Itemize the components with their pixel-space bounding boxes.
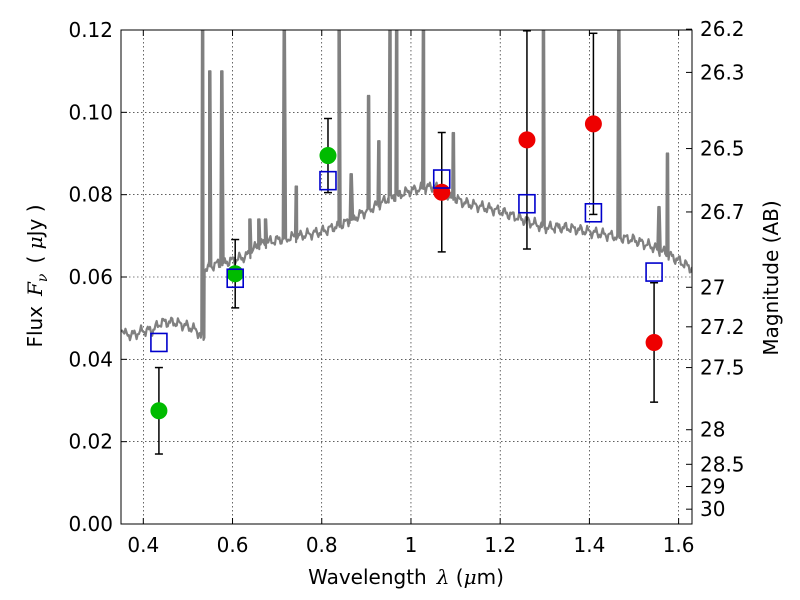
model-spectrum-layer [121, 30, 692, 342]
y-tick-label: 0.04 [68, 347, 113, 371]
magnitude-tick-label: 26.5 [700, 137, 745, 161]
model-synthetic-point [645, 262, 663, 282]
magnitude-tick-label: 28 [700, 418, 725, 442]
x-tick-label: 0.8 [306, 533, 338, 557]
x-ticks: 0.4 0.6 0.8 1 1.2 1.4 1.6 [127, 30, 695, 557]
grid [121, 29, 692, 525]
y-axis-unit-close: Jy ) [23, 204, 47, 238]
x-tick-label: 1.2 [484, 533, 516, 557]
x-tick-label: 0.4 [127, 533, 159, 557]
y-axis-symbol-sub: ν [35, 273, 51, 282]
model-synthetic-point [319, 170, 337, 191]
model-synthetic-point [432, 169, 451, 189]
x-axis-unit-open: ( [449, 565, 463, 589]
x-axis-unit-mu: μ [464, 565, 477, 589]
x-axis-title-text: Wavelength [308, 565, 427, 589]
y-axis-title-text: Flux [23, 306, 47, 348]
y-tick-label: 0.02 [68, 430, 113, 454]
observed-red-point [645, 333, 663, 351]
x-tick-label: 1.4 [573, 533, 605, 557]
magnitude-tick-label: 27.5 [700, 356, 745, 380]
model-synthetic-point [584, 202, 603, 223]
y-ticks: 0.00 0.02 0.04 0.06 0.08 0.10 0.12 [68, 18, 127, 536]
observed-green-point [150, 402, 168, 420]
y-tick-label: 0.12 [68, 18, 113, 42]
model-synthetic-point [226, 268, 244, 289]
x-axis-title: Wavelength λ (μm) [308, 565, 504, 589]
y-axis-unit-open: ( [23, 249, 47, 263]
observed-red-point [433, 183, 451, 201]
model-synthetic-point [518, 193, 536, 214]
y-tick-label: 0.08 [68, 183, 113, 207]
observed-red-point [584, 115, 602, 133]
spectrum-line [121, 30, 692, 342]
magnitude-tick-label: 26.7 [700, 200, 745, 224]
errorbars [154, 30, 659, 455]
magnitude-tick-label: 30 [700, 497, 725, 521]
y-axis-symbol: F [23, 281, 47, 297]
magnitude-tick-label: 26.3 [700, 60, 745, 84]
x-tick-label: 1 [405, 533, 418, 557]
observed-green-point [226, 265, 244, 283]
model-synthetic-point [150, 332, 168, 353]
y-tick-label: 0.10 [68, 100, 113, 124]
y-axis-unit-mu: μ [23, 236, 47, 249]
magnitude-tick-label: 26.2 [700, 17, 745, 41]
x-axis-lambda: λ [436, 565, 450, 589]
magnitude-tick-label: 29 [700, 475, 725, 499]
y-tick-label: 0.06 [68, 265, 113, 289]
magnitude-tick-label: 27.2 [700, 315, 745, 339]
y-tick-label: 0.00 [68, 512, 113, 536]
x-tick-label: 0.6 [217, 533, 249, 557]
data-markers [150, 115, 663, 420]
magnitude-axis-title: Magnitude (AB) [759, 200, 783, 355]
observed-green-point [319, 147, 337, 165]
magnitude-tick-label: 28.5 [700, 452, 745, 476]
x-tick-label: 1.6 [663, 533, 695, 557]
magnitude-tick-label: 27 [700, 275, 725, 299]
observed-red-point [518, 131, 536, 149]
y-axis-title: Flux Fν ( μJy ) [23, 204, 51, 347]
x-axis-unit-close: m) [477, 565, 504, 589]
